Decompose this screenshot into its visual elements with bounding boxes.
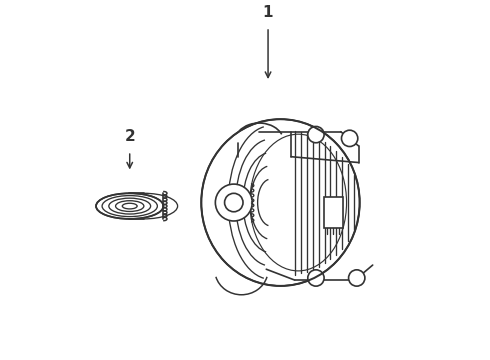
FancyBboxPatch shape (324, 197, 343, 228)
Ellipse shape (201, 119, 360, 286)
Ellipse shape (96, 193, 164, 219)
Circle shape (215, 184, 252, 221)
Circle shape (308, 270, 324, 286)
Ellipse shape (110, 193, 177, 219)
Text: 1: 1 (263, 5, 273, 20)
Circle shape (348, 270, 365, 286)
Circle shape (342, 130, 358, 147)
Text: 2: 2 (124, 129, 135, 144)
Circle shape (308, 126, 324, 143)
Circle shape (224, 193, 243, 212)
